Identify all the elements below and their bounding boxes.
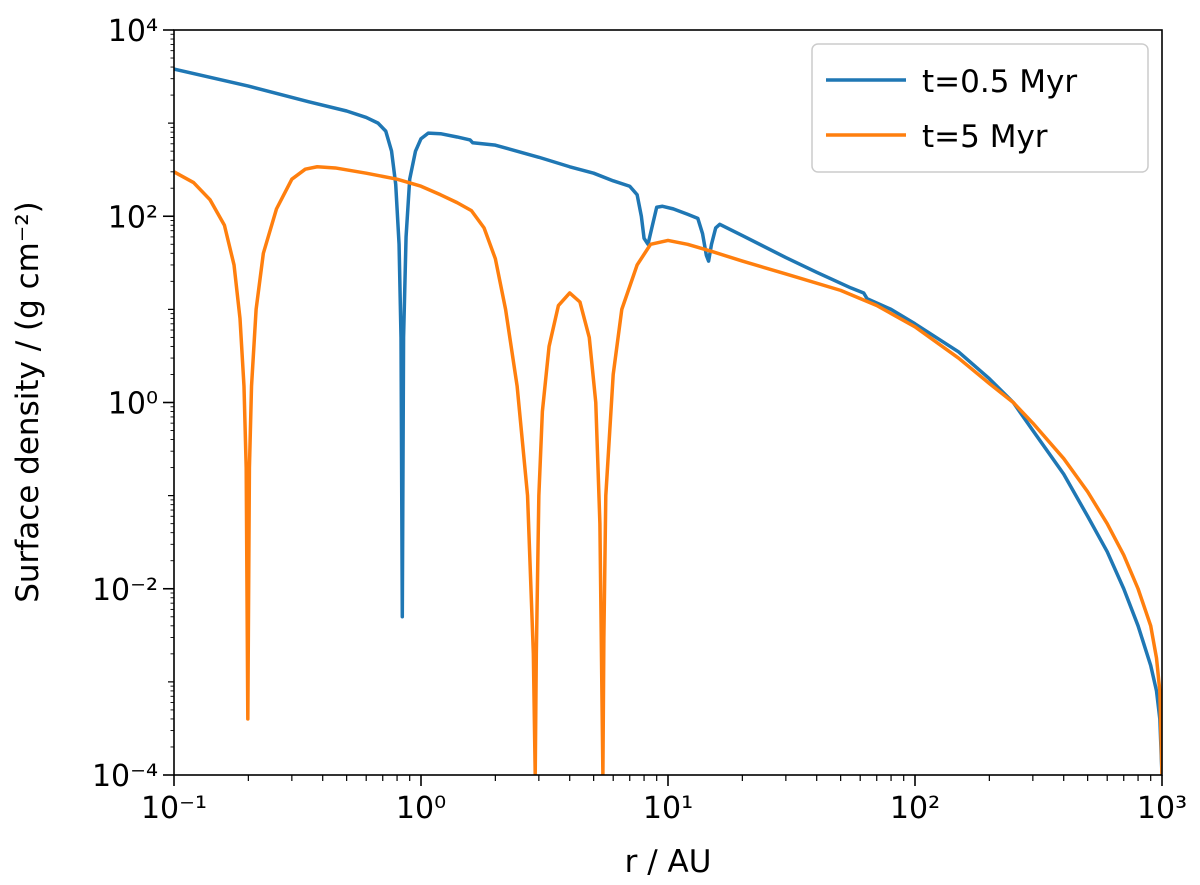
legend: t=0.5 Myr t=5 Myr [811,43,1149,173]
series-layer [174,67,1162,775]
x-tick-labels: 10⁻¹ 10⁰ 10¹ 10² 10³ [141,791,1187,826]
x-axis-label: r / AU [625,844,712,880]
series-line-1 [174,165,1162,775]
x-tick-label: 10⁰ [396,791,446,826]
legend-box [811,43,1149,173]
series-line-0 [174,67,1162,775]
y-tick-label: 10⁰ [108,387,158,422]
x-tick-label: 10⁻¹ [141,791,207,826]
y-tick-label: 10⁻² [92,573,158,608]
y-tick-label: 10⁻⁴ [92,759,158,794]
plot-frame [173,29,1163,776]
y-tick-labels: 10⁻⁴ 10⁻² 10⁰ 10² 10⁴ [92,14,158,794]
x-tick-label: 10¹ [643,791,693,826]
legend-label-0: t=0.5 Myr [922,64,1077,100]
x-tick-label: 10³ [1137,791,1187,826]
x-tick-label: 10² [890,791,940,826]
major-ticks [163,29,1163,786]
y-tick-label: 10⁴ [108,14,158,49]
y-tick-label: 10² [108,200,158,235]
legend-label-1: t=5 Myr [922,119,1048,155]
y-axis-label: Surface density / (g cm⁻²) [10,201,46,603]
